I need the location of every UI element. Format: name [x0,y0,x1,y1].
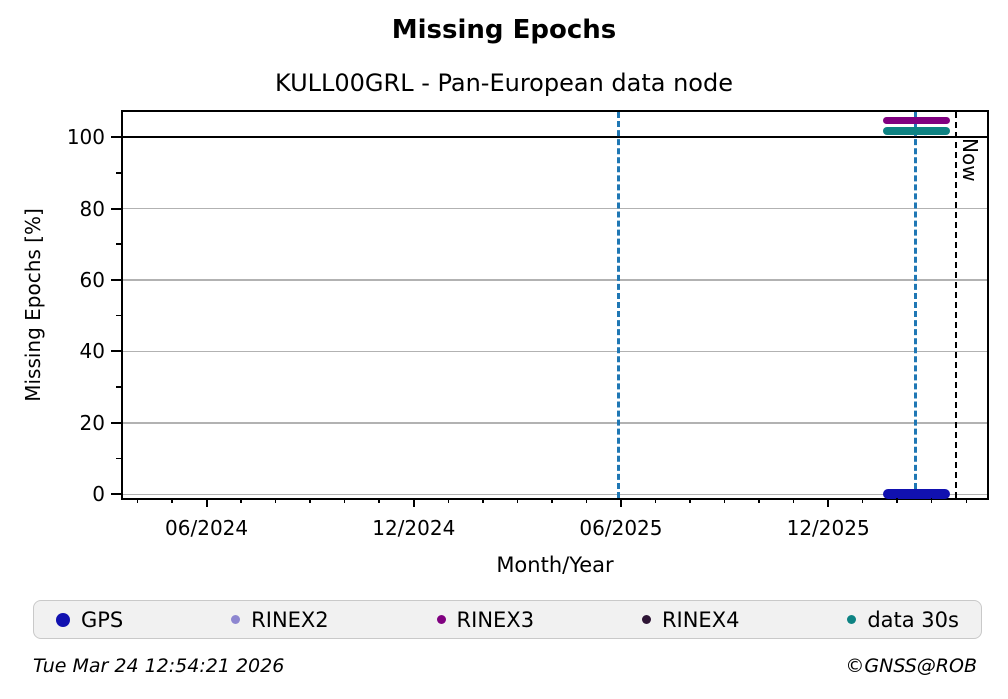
y-tick-label: 60 [79,267,105,292]
x-tick-label: 12/2025 [786,516,870,540]
chart-title: Missing Epochs [391,15,617,45]
reference-line [914,112,918,498]
chart-subtitle: KULL00GRL - Pan-European data node [274,69,733,97]
x-tick-minor [758,498,760,503]
now-label: Now [958,138,983,182]
data-bar-rinex3 [883,116,950,124]
y-tick-minor [116,172,121,174]
x-axis-label: Month/Year [496,553,614,577]
legend: GPS RINEX2 RINEX3 RINEX4 data 30s [33,600,982,639]
x-tick-minor [896,498,898,503]
x-tick-minor [654,498,657,503]
x-tick-minor [171,498,173,503]
x-tick-major [205,498,208,507]
rinex2-marker-icon [231,615,241,624]
legend-item-gps: GPS [56,608,123,632]
x-tick-minor [343,498,346,503]
plot-layer: Now 06/2024 12/2024 06/2025 12/2025 0 20 40 60 80… [67,112,987,540]
x-tick-major [827,498,830,507]
x-tick-major [412,498,415,507]
rinex4-marker-icon [641,615,651,624]
x-tick-minor [965,498,968,503]
x-tick-label: 06/2024 [165,516,249,540]
x-tick-minor [274,498,277,503]
gridline-y20 [123,422,987,424]
x-tick-minor [551,498,553,503]
now-line [954,112,957,498]
y-tick-major [111,350,121,353]
copyright-credit: ©GNSS@ROB [845,655,977,677]
y-tick-major [111,421,121,424]
legend-item-rinex3: RINEX3 [436,607,535,632]
legend-item-rinex2: RINEX2 [231,608,329,632]
x-tick-minor [309,498,311,503]
y-tick-major [111,493,121,496]
y-tick-label: 80 [79,196,105,221]
plot-timestamp: Tue Mar 24 12:54:21 2026 [33,655,285,677]
y-tick-label: 100 [66,125,105,150]
y-tick-minor [116,457,121,460]
y-tick-minor [116,314,121,317]
gridline-y60 [123,279,987,281]
data-bar-data-30s [883,126,950,135]
y-tick-major [111,278,121,281]
x-tick-minor [861,498,864,503]
gps-marker-icon [56,612,70,627]
y-tick-minor [116,386,121,388]
x-tick-minor [689,498,691,503]
y-axis-label: Missing Epochs [%] [21,208,45,402]
legend-label-gps: GPS [81,607,124,632]
rinex3-marker-icon [436,615,446,624]
legend-label-data30s: data 30s [867,607,959,632]
x-tick-major [619,498,622,507]
data-bar-gps [883,489,950,500]
y-tick-major [111,207,121,210]
x-tick-label: 12/2024 [372,516,456,540]
legend-label-rinex2: RINEX2 [251,607,329,632]
x-tick-minor [930,498,933,503]
x-tick-minor [378,498,380,503]
x-tick-label: 06/2025 [579,516,663,540]
legend-item-rinex4: RINEX4 [641,607,740,632]
legend-item-data30s: data 30s [847,608,959,632]
plot-area: Now 06/2024 12/2024 06/2025 12/2025 0 20 40 60 80… [67,110,989,540]
x-tick-minor [585,498,588,503]
y-tick-minor [116,243,121,245]
x-tick-minor [723,498,726,503]
x-tick-minor [240,498,242,503]
gridline-y80 [123,207,987,210]
gridline-y40 [123,350,987,353]
legend-label-rinex4: RINEX4 [661,607,740,632]
data30s-marker-icon [847,615,857,624]
x-tick-minor [792,498,795,503]
y-tick-major [111,136,121,139]
x-tick-minor [516,498,519,503]
gridline-y0 [123,493,987,496]
y-tick-label: 40 [79,339,105,364]
x-tick-minor [482,498,484,503]
reference-line [616,112,620,498]
x-tick-minor [447,498,450,503]
hline-100 [123,136,987,139]
y-tick-label: 0 [92,482,105,507]
x-tick-minor [136,498,139,503]
y-tick-label: 20 [79,410,105,435]
legend-label-rinex3: RINEX3 [456,607,535,632]
